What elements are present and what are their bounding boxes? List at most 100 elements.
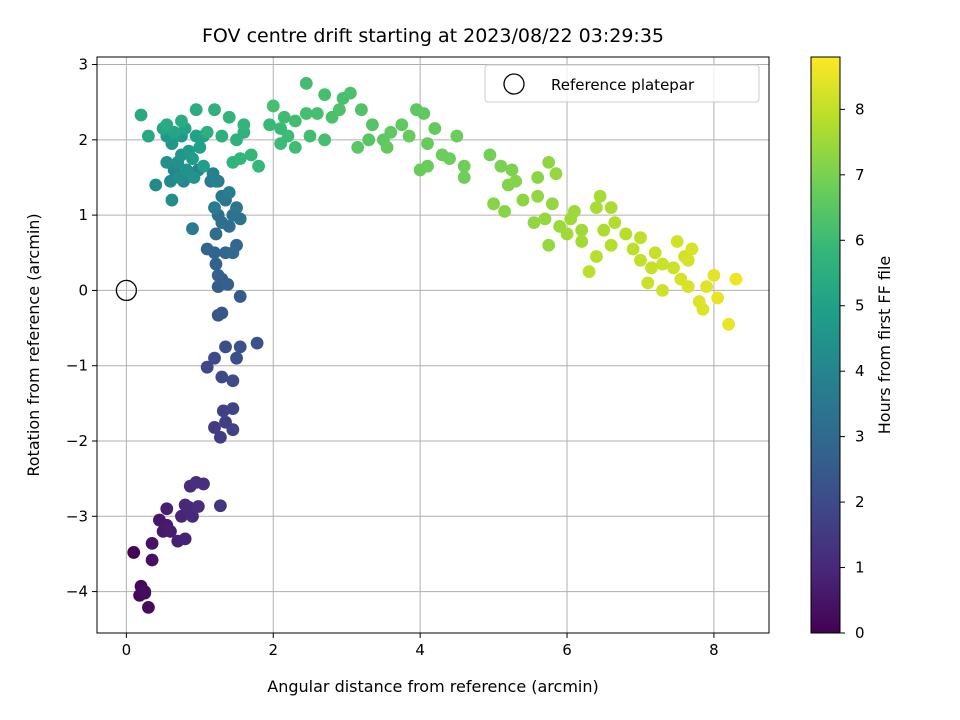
data-point [189, 476, 203, 489]
data-points [115, 76, 743, 614]
data-point [457, 171, 471, 184]
data-point [318, 133, 332, 147]
data-point [380, 140, 394, 154]
data-point [186, 222, 199, 236]
data-point [221, 277, 235, 291]
data-point [186, 509, 199, 523]
colorbar-tick-label: 4 [855, 362, 865, 380]
data-point [277, 110, 291, 124]
data-point [189, 103, 203, 117]
data-point [299, 76, 313, 90]
data-point [421, 137, 434, 150]
data-point [402, 129, 416, 143]
chart-title: FOV centre drift starting at 2023/08/22 … [202, 25, 664, 47]
y-tick-label: 3 [78, 56, 88, 74]
data-point [343, 86, 357, 100]
colorbar-tick-label: 3 [855, 428, 865, 446]
data-point [299, 107, 313, 120]
data-point [318, 88, 332, 102]
data-point [428, 122, 442, 135]
colorbar-tick-label: 8 [855, 100, 865, 118]
data-point [250, 336, 264, 350]
data-point [288, 140, 302, 154]
data-point [395, 118, 409, 132]
data-point [209, 227, 223, 241]
data-point [145, 553, 159, 567]
data-point [590, 250, 603, 263]
legend-marker-icon [503, 73, 525, 95]
data-point [667, 261, 680, 275]
data-point [200, 125, 214, 139]
data-point [211, 268, 225, 282]
data-point [233, 340, 247, 354]
data-point [142, 601, 155, 614]
colorbar-tick-label: 5 [855, 297, 865, 315]
data-point [590, 201, 603, 214]
data-point [685, 242, 699, 256]
data-point [487, 197, 500, 211]
data-point [213, 499, 227, 513]
colorbar-tick-label: 0 [855, 624, 865, 642]
data-point [226, 423, 240, 437]
data-point [443, 152, 456, 166]
data-point [310, 107, 324, 120]
legend-box [484, 64, 760, 103]
data-point [222, 220, 236, 233]
data-point [208, 246, 221, 260]
y-tick-label: −4 [66, 583, 88, 601]
data-point [634, 253, 647, 267]
data-point [160, 156, 174, 169]
data-point [483, 148, 497, 162]
y-tick-label: −2 [66, 432, 88, 450]
data-point [230, 201, 243, 214]
data-point [384, 125, 398, 139]
data-point [656, 257, 669, 271]
data-point [722, 317, 736, 331]
data-point [560, 227, 574, 241]
data-point [237, 118, 251, 132]
data-point [457, 159, 471, 173]
data-point [226, 402, 240, 416]
x-axis-label: Angular distance from reference (arcmin) [267, 677, 598, 696]
data-point [417, 107, 431, 120]
data-point [215, 129, 229, 143]
data-point [178, 532, 192, 546]
data-point [494, 159, 508, 173]
data-point [351, 140, 365, 154]
data-point [193, 140, 207, 154]
data-point [538, 212, 552, 226]
data-point [208, 103, 221, 117]
data-point [213, 430, 227, 444]
colorbar-tick-label: 6 [855, 231, 865, 249]
x-tick-label: 6 [562, 641, 572, 659]
data-point [216, 404, 230, 418]
data-point [542, 238, 556, 252]
data-point [209, 174, 223, 188]
data-point [505, 163, 519, 177]
data-point [274, 137, 288, 150]
data-point [645, 261, 658, 275]
data-point [593, 189, 607, 203]
data-point [197, 159, 210, 173]
data-point [134, 108, 148, 122]
data-point [186, 152, 199, 166]
data-point [681, 253, 695, 267]
x-tick-label: 8 [709, 641, 719, 659]
data-point [531, 189, 545, 203]
data-point [564, 212, 578, 226]
data-point [160, 118, 174, 132]
data-point [200, 360, 214, 374]
data-point [222, 186, 236, 199]
data-point [641, 276, 655, 290]
y-tick-label: 1 [78, 206, 88, 224]
data-point [450, 129, 464, 143]
data-point [191, 500, 205, 513]
data-point [160, 502, 174, 516]
data-point [208, 351, 221, 365]
data-point [634, 231, 647, 245]
data-point [233, 290, 247, 303]
data-point [138, 585, 152, 598]
data-point [233, 212, 247, 226]
data-point [729, 272, 743, 286]
